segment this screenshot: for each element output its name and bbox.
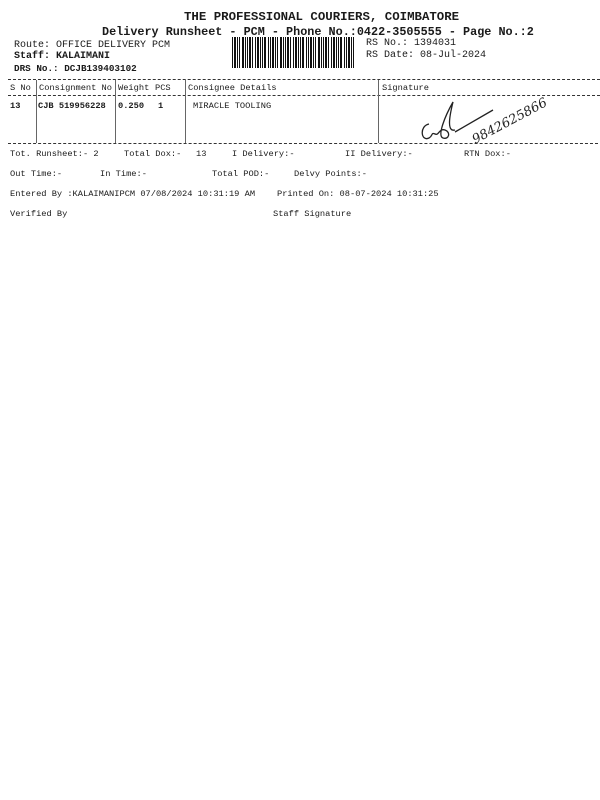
- barcode-bar: [237, 37, 238, 68]
- verified-by: Verified By: [10, 209, 68, 219]
- barcode-bar: [247, 37, 248, 68]
- barcode-bar: [260, 37, 261, 68]
- company-title: THE PROFESSIONAL COURIERS, COIMBATORE: [184, 10, 460, 24]
- col-weight: Weight: [118, 83, 150, 93]
- tot-runsheet: Tot. Runsheet:- 2: [10, 149, 99, 159]
- total-dox-label: Total Dox:-: [124, 149, 182, 159]
- barcode-bar: [313, 37, 314, 68]
- total-dox-value: 13: [196, 149, 207, 159]
- barcode-bar: [252, 37, 253, 68]
- barcode-bar: [348, 37, 350, 68]
- entered-by: Entered By :KALAIMANIPCM 07/08/2024 10:3…: [10, 189, 256, 199]
- barcode-bar: [239, 37, 240, 68]
- barcode-bar: [321, 37, 322, 68]
- col-signature: Signature: [382, 83, 429, 93]
- barcode-bar: [287, 37, 289, 68]
- barcode-bar: [331, 37, 332, 68]
- delvy-points: Delvy Points:-: [294, 169, 367, 179]
- column-divider: [36, 80, 37, 143]
- barcode-bar: [262, 37, 263, 68]
- barcode-bar: [277, 37, 278, 68]
- barcode: [232, 37, 354, 68]
- barcode-bar: [293, 37, 294, 68]
- col-consignment: Consignment No: [39, 83, 112, 93]
- rs-number: RS No.: 1394031: [366, 38, 457, 49]
- barcode-bar: [318, 37, 320, 68]
- col-sno: S No: [10, 83, 31, 93]
- barcode-bar: [283, 37, 284, 68]
- ii-delivery: II Delivery:-: [345, 149, 413, 159]
- runsheet-subtitle: Delivery Runsheet - PCM - Phone No.:0422…: [102, 25, 534, 39]
- barcode-bar: [255, 37, 256, 68]
- barcode-bar: [257, 37, 259, 68]
- rs-date: RS Date: 08-Jul-2024: [366, 50, 487, 61]
- barcode-bar: [280, 37, 282, 68]
- column-divider: [185, 80, 186, 143]
- barcode-bar: [232, 37, 233, 68]
- column-divider: [115, 80, 116, 143]
- cell-weight: 0.250: [118, 101, 145, 111]
- handwritten-signature: 9842625866: [421, 95, 550, 148]
- barcode-bar: [295, 37, 297, 68]
- barcode-bar: [353, 37, 354, 68]
- i-delivery: I Delivery:-: [232, 149, 295, 159]
- barcode-bar: [302, 37, 304, 68]
- barcode-bar: [344, 37, 345, 68]
- barcode-bar: [290, 37, 291, 68]
- barcode-bar: [275, 37, 276, 68]
- barcode-bar: [249, 37, 251, 68]
- col-consignee: Consignee Details: [188, 83, 277, 93]
- staff-signature: Staff Signature: [273, 209, 352, 219]
- col-pcs: PCS: [155, 83, 171, 93]
- barcode-bar: [270, 37, 271, 68]
- drs-number: DRS No.: DCJB139403102: [14, 63, 137, 74]
- barcode-bar: [346, 37, 347, 68]
- column-divider: [378, 80, 379, 143]
- barcode-bar: [272, 37, 274, 68]
- barcode-bar: [340, 37, 342, 68]
- barcode-bar: [298, 37, 299, 68]
- barcode-bar: [325, 37, 327, 68]
- barcode-bar: [264, 37, 266, 68]
- barcode-bar: [300, 37, 301, 68]
- table-bottom-rule: [8, 143, 598, 144]
- out-time: Out Time:-: [10, 169, 63, 179]
- table-top-rule: [8, 79, 600, 80]
- barcode-bar: [315, 37, 316, 68]
- barcode-bar: [351, 37, 352, 68]
- barcode-bar: [338, 37, 339, 68]
- barcode-bar: [306, 37, 307, 68]
- cell-pcs: 1: [158, 101, 164, 111]
- barcode-bar: [308, 37, 309, 68]
- barcode-bar: [323, 37, 324, 68]
- barcode-bar: [336, 37, 337, 68]
- cell-consignment: CJB 519956228: [38, 101, 106, 111]
- total-pod: Total POD:-: [212, 169, 270, 179]
- route: Route: OFFICE DELIVERY PCM: [14, 40, 171, 51]
- staff: Staff: KALAIMANI: [14, 51, 111, 62]
- in-time: In Time:-: [100, 169, 147, 179]
- rtn-dox: RTN Dox:-: [464, 149, 511, 159]
- barcode-bar: [242, 37, 244, 68]
- barcode-bar: [234, 37, 236, 68]
- barcode-bar: [285, 37, 286, 68]
- barcode-bar: [333, 37, 335, 68]
- barcode-bar: [310, 37, 312, 68]
- signature-phone-note: 9842625866: [470, 95, 550, 147]
- barcode-bar: [268, 37, 269, 68]
- barcode-bar: [328, 37, 329, 68]
- cell-consignee: MIRACLE TOOLING: [193, 101, 272, 111]
- printed-on: Printed On: 08-07-2024 10:31:25: [277, 189, 439, 199]
- cell-sno: 13: [10, 101, 21, 111]
- table-header-rule: [8, 95, 600, 96]
- barcode-bar: [245, 37, 246, 68]
